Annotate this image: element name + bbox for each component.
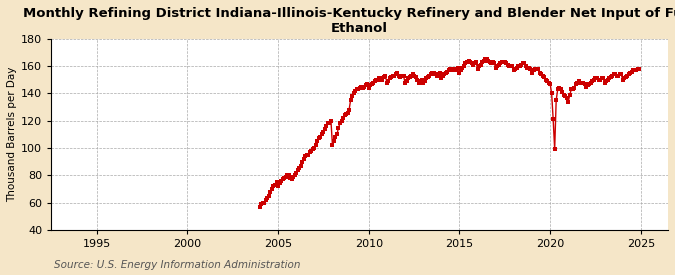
Y-axis label: Thousand Barrels per Day: Thousand Barrels per Day	[7, 67, 17, 202]
Title: Monthly Refining District Indiana-Illinois-Kentucky Refinery and Blender Net Inp: Monthly Refining District Indiana-Illino…	[23, 7, 675, 35]
Text: Source: U.S. Energy Information Administration: Source: U.S. Energy Information Administ…	[54, 260, 300, 270]
